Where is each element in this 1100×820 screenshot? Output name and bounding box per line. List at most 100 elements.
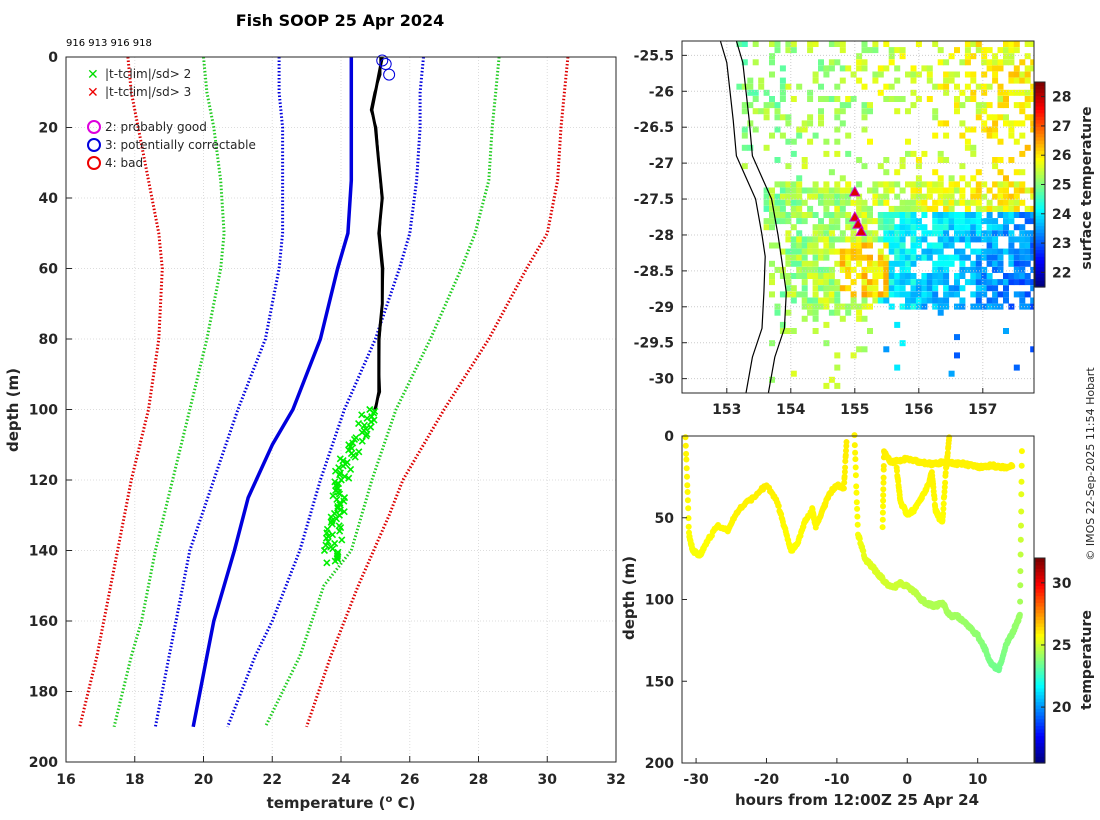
sst-cell bbox=[900, 163, 906, 169]
sst-cell bbox=[851, 298, 857, 304]
sst-cell bbox=[938, 84, 944, 90]
sst-cell bbox=[1025, 273, 1031, 279]
sst-cell bbox=[862, 291, 868, 297]
sst-cell bbox=[970, 53, 976, 59]
sst-cell bbox=[1025, 279, 1031, 285]
sst-cell bbox=[845, 261, 851, 267]
sst-cell bbox=[823, 255, 829, 261]
colorbar-cell bbox=[1035, 609, 1045, 613]
sst-cell bbox=[911, 279, 917, 285]
sst-cell bbox=[987, 255, 993, 261]
colorbar-cell bbox=[1035, 715, 1045, 719]
sst-cell bbox=[954, 102, 960, 108]
sst-cell bbox=[840, 120, 846, 126]
sst-cell bbox=[889, 84, 895, 90]
sst-cell bbox=[1019, 236, 1025, 242]
sst-cell bbox=[1003, 328, 1009, 334]
sst-cell bbox=[900, 218, 906, 224]
x-tick-label: 154 bbox=[776, 402, 805, 418]
sst-cell bbox=[998, 139, 1004, 145]
sst-cell bbox=[829, 59, 835, 65]
sst-cell bbox=[872, 188, 878, 194]
sst-cell bbox=[959, 218, 965, 224]
sst-cell bbox=[862, 108, 868, 114]
sst-cell bbox=[769, 188, 775, 194]
x-tick-label: 20 bbox=[194, 772, 214, 788]
sst-cell bbox=[921, 255, 927, 261]
sst-cell bbox=[889, 285, 895, 291]
sst-cell bbox=[845, 181, 851, 187]
sst-cell bbox=[764, 224, 770, 230]
sst-cell bbox=[883, 41, 889, 47]
sst-cell bbox=[894, 169, 900, 175]
sst-cell bbox=[932, 249, 938, 255]
sst-cell bbox=[959, 90, 965, 96]
sst-cell bbox=[894, 224, 900, 230]
sst-cell bbox=[921, 298, 927, 304]
sst-cell bbox=[981, 255, 987, 261]
sst-cell bbox=[840, 285, 846, 291]
sst-cell bbox=[862, 212, 868, 218]
sst-cell bbox=[878, 261, 884, 267]
sst-cell bbox=[818, 285, 824, 291]
sst-cell bbox=[1030, 41, 1036, 47]
colorbar-tick-label: 26 bbox=[1052, 148, 1071, 164]
sst-cell bbox=[1025, 206, 1031, 212]
sst-cell bbox=[943, 120, 949, 126]
colorbar-cell bbox=[1035, 157, 1045, 161]
sst-cell bbox=[938, 200, 944, 206]
sst-cell bbox=[834, 108, 840, 114]
sst-cell bbox=[802, 200, 808, 206]
sst-cell bbox=[1008, 59, 1014, 65]
sst-cell bbox=[976, 273, 982, 279]
sst-cell bbox=[992, 285, 998, 291]
sst-cell bbox=[769, 291, 775, 297]
sst-cell bbox=[970, 78, 976, 84]
sst-cell bbox=[823, 200, 829, 206]
colorbar-cell bbox=[1035, 126, 1045, 130]
sst-cell bbox=[932, 212, 938, 218]
sst-cell bbox=[959, 120, 965, 126]
colorbar-tick-label: 20 bbox=[1052, 700, 1072, 716]
dt-colorbar-ticks: 202530 bbox=[1041, 576, 1072, 716]
sst-cell bbox=[872, 218, 878, 224]
sst-cell bbox=[987, 261, 993, 267]
sst-cell bbox=[856, 346, 862, 352]
sst-cell bbox=[851, 200, 857, 206]
sst-cell bbox=[867, 230, 873, 236]
sst-cell bbox=[796, 206, 802, 212]
sst-cell bbox=[753, 108, 759, 114]
sst-cell bbox=[785, 328, 791, 334]
sst-cell bbox=[965, 96, 971, 102]
sst-cell bbox=[905, 249, 911, 255]
sst-cell bbox=[780, 206, 786, 212]
sst-cell bbox=[987, 279, 993, 285]
sst-cell bbox=[840, 41, 846, 47]
sst-cell bbox=[981, 249, 987, 255]
sst-cell bbox=[987, 212, 993, 218]
sst-cell bbox=[813, 236, 819, 242]
sst-cell bbox=[911, 236, 917, 242]
sst-cell bbox=[959, 188, 965, 194]
sst-cell bbox=[1019, 200, 1025, 206]
x-tick-label: 16 bbox=[56, 772, 75, 788]
sst-cell bbox=[927, 273, 933, 279]
track-point bbox=[1009, 463, 1015, 469]
track-point bbox=[852, 432, 858, 438]
sst-cell bbox=[981, 218, 987, 224]
sst-cell bbox=[791, 47, 797, 53]
sst-cell bbox=[796, 181, 802, 187]
y-tick-label: 100 bbox=[29, 403, 58, 419]
sst-cell bbox=[900, 279, 906, 285]
sst-cell bbox=[1008, 236, 1014, 242]
colorbar-cell bbox=[1035, 208, 1045, 212]
sst-cell bbox=[938, 236, 944, 242]
colorbar-tick-label: 23 bbox=[1052, 236, 1071, 252]
sst-cell bbox=[807, 298, 813, 304]
sst-cell bbox=[1008, 90, 1014, 96]
colorbar-cell bbox=[1035, 137, 1045, 141]
sst-cell bbox=[764, 200, 770, 206]
sst-cell bbox=[753, 59, 759, 65]
sst-cell bbox=[943, 224, 949, 230]
sst-cell bbox=[802, 188, 808, 194]
